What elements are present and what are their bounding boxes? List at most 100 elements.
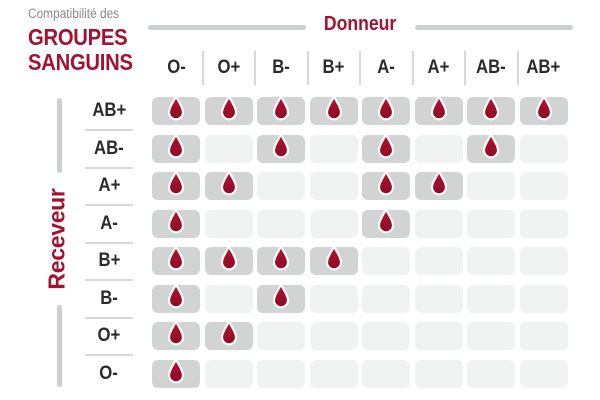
receiver-axis-line-bottom [57,305,62,387]
cell-slot [308,207,361,245]
cell-slot [308,282,361,320]
title-line-1-text: GROUPES [28,23,128,50]
chart-title-block: Compatibilité des GROUPES SANGUINS [28,7,147,75]
title-eyebrow: Compatibilité des [28,7,147,21]
blood-drop-icon [273,95,290,121]
cell-slot [413,282,466,320]
cell-AB--A+-incompatible [414,134,463,163]
cell-slot [255,169,308,207]
cell-B+-AB--incompatible [467,247,516,275]
cell-slot [203,244,256,282]
blood-drop-icon [168,132,185,158]
blood-drop-icon [168,95,185,121]
cell-B+-B+-compatible [309,245,358,275]
receiver-label-wrap: AB+ [0,94,150,132]
cell-slot [518,132,571,170]
receiver-label-wrap: B+ [0,244,150,282]
donor-column-headers: O- O+ B- B+ A- A+ AB- AB+ [150,48,570,88]
receiver-header-text: O- [99,362,119,384]
donor-header-AB-: AB- [465,48,518,88]
cell-O--AB+-incompatible [519,359,568,388]
cell-slot [203,282,256,320]
cell-A+-B+-incompatible [309,172,358,200]
cell-O--AB--incompatible [467,359,516,388]
donor-header-B+: B+ [308,48,361,88]
cell-O+-B+-incompatible [309,322,358,350]
donor-header-text: AB- [476,57,507,78]
receiver-label-wrap: A- [0,207,150,245]
cell-slot [518,207,571,245]
cell-B--B+-incompatible [309,284,358,313]
cell-AB+-O+-compatible [204,95,253,125]
donor-axis-label-text: Donneur [324,13,397,35]
compatibility-matrix: AB+ AB- A+ A- B+ B- O+ O- [0,94,600,394]
blood-drop-icon [535,95,552,121]
blood-drop-icon [273,245,290,271]
cell-slot [413,207,466,245]
blood-drop-icon [273,282,290,308]
cell-B--B--compatible [257,282,306,313]
blood-drop-icon [378,170,395,196]
blood-drop-icon [220,245,237,271]
receiver-header-B-: B- [85,285,133,319]
title-line-2-text: SANGUINS [28,48,133,75]
cell-A--B--incompatible [257,209,306,238]
matrix-row-B-: B- [0,282,600,320]
cell-slot [150,282,203,320]
cell-AB--B--compatible [257,132,306,163]
blood-drop-icon [220,95,237,121]
blood-drop-icon [378,207,395,233]
cell-slot [518,244,571,282]
donor-header-O-: O- [150,48,203,88]
receiver-header-B+: B+ [85,247,133,281]
cell-slot [413,244,466,282]
donor-header-A+: A+ [413,48,466,88]
cell-A+-O--compatible [152,170,201,200]
donor-header-AB+: AB+ [518,48,571,88]
receiver-label-wrap: AB- [0,132,150,170]
donor-header-A-: A- [360,48,413,88]
receiver-label-wrap: O+ [0,319,150,357]
cell-O+-A--incompatible [362,322,411,350]
cell-AB--B+-incompatible [309,134,358,163]
blood-drop-icon [325,95,342,121]
receiver-header-text: A+ [98,175,120,196]
cell-slot [360,132,413,170]
cell-slot [150,357,203,395]
cell-O+-B--incompatible [257,322,306,350]
blood-drop-icon [168,320,185,346]
donor-axis-header: Donneur [148,13,573,37]
blood-drop-icon [168,207,185,233]
cell-slot [308,169,361,207]
receiver-label-wrap: A+ [0,169,150,207]
cell-B+-A+-incompatible [414,247,463,275]
matrix-row-B+: B+ [0,244,600,282]
cell-B--O+-incompatible [204,284,253,313]
cell-slot [360,319,413,357]
cell-AB--AB--compatible [467,132,516,163]
title-eyebrow-text: Compatibilité des [28,6,120,21]
donor-header-text: A+ [427,57,450,78]
cell-AB+-AB+-compatible [519,95,568,125]
blood-drop-icon [430,95,447,121]
cell-slot [255,244,308,282]
donor-header-text: B- [272,57,291,78]
blood-drop-icon [168,357,185,383]
cell-A+-A--compatible [362,170,411,200]
cell-A--A+-incompatible [414,209,463,238]
cell-slot [203,169,256,207]
matrix-row-AB+: AB+ [0,94,600,132]
cell-slot [413,319,466,357]
blood-drop-icon [220,320,237,346]
cell-slot [465,207,518,245]
receiver-header-A+: A+ [85,172,133,206]
blood-drop-icon [220,170,237,196]
receiver-header-text: O+ [97,325,121,346]
cell-slot [255,319,308,357]
blood-drop-icon [483,95,500,121]
cell-AB+-B+-compatible [309,95,358,125]
matrix-row-A+: A+ [0,169,600,207]
cell-O--O+-incompatible [204,359,253,388]
cell-slot [308,244,361,282]
cell-AB+-A+-compatible [414,95,463,125]
